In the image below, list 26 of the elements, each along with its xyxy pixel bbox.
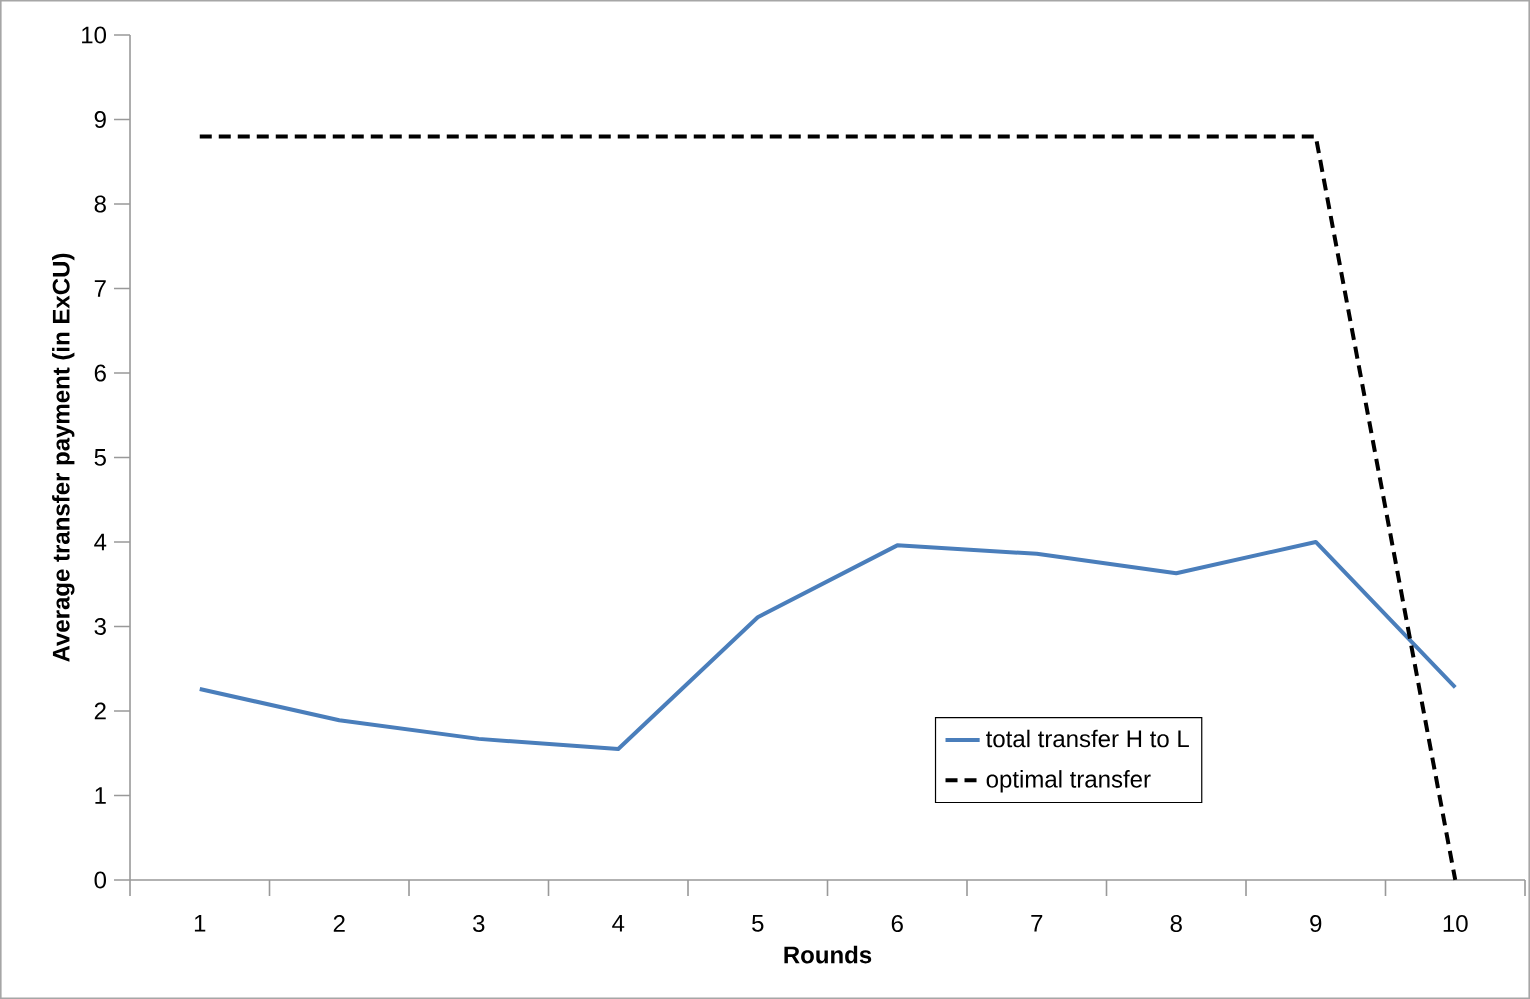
y-tick-label: 8 — [94, 195, 106, 213]
y-axis-title: Average transfer payment (in ExCU) — [52, 253, 75, 662]
legend-label: total transfer H to L — [986, 729, 1189, 748]
x-tick-label: 7 — [1031, 915, 1043, 932]
x-tick-label: 10 — [1443, 915, 1468, 933]
y-tick-label: 10 — [82, 26, 107, 44]
y-tick-label: 2 — [94, 702, 106, 720]
y-tick-label: 6 — [94, 364, 106, 382]
y-tick-label: 9 — [94, 110, 106, 128]
x-tick-label: 3 — [472, 915, 485, 933]
x-tick-label: 8 — [1170, 915, 1182, 933]
x-tick-label: 5 — [752, 915, 764, 932]
x-tick-label: 9 — [1310, 915, 1322, 933]
x-axis-title: Rounds — [784, 945, 872, 964]
y-tick-label: 3 — [94, 618, 106, 635]
y-tick-label: 7 — [94, 280, 106, 297]
y-tick-label: 1 — [95, 787, 106, 804]
x-tick-label: 4 — [612, 915, 625, 932]
line-series — [197, 539, 1458, 752]
x-tick-label: 2 — [333, 915, 345, 932]
y-tick-label: 4 — [94, 533, 107, 551]
y-tick-label: 5 — [94, 449, 106, 466]
legend-label: optimal transfer — [986, 770, 1151, 793]
y-tick-label: 0 — [94, 871, 107, 889]
x-tick-label: 6 — [891, 915, 903, 933]
x-tick-label: 1 — [194, 915, 206, 932]
